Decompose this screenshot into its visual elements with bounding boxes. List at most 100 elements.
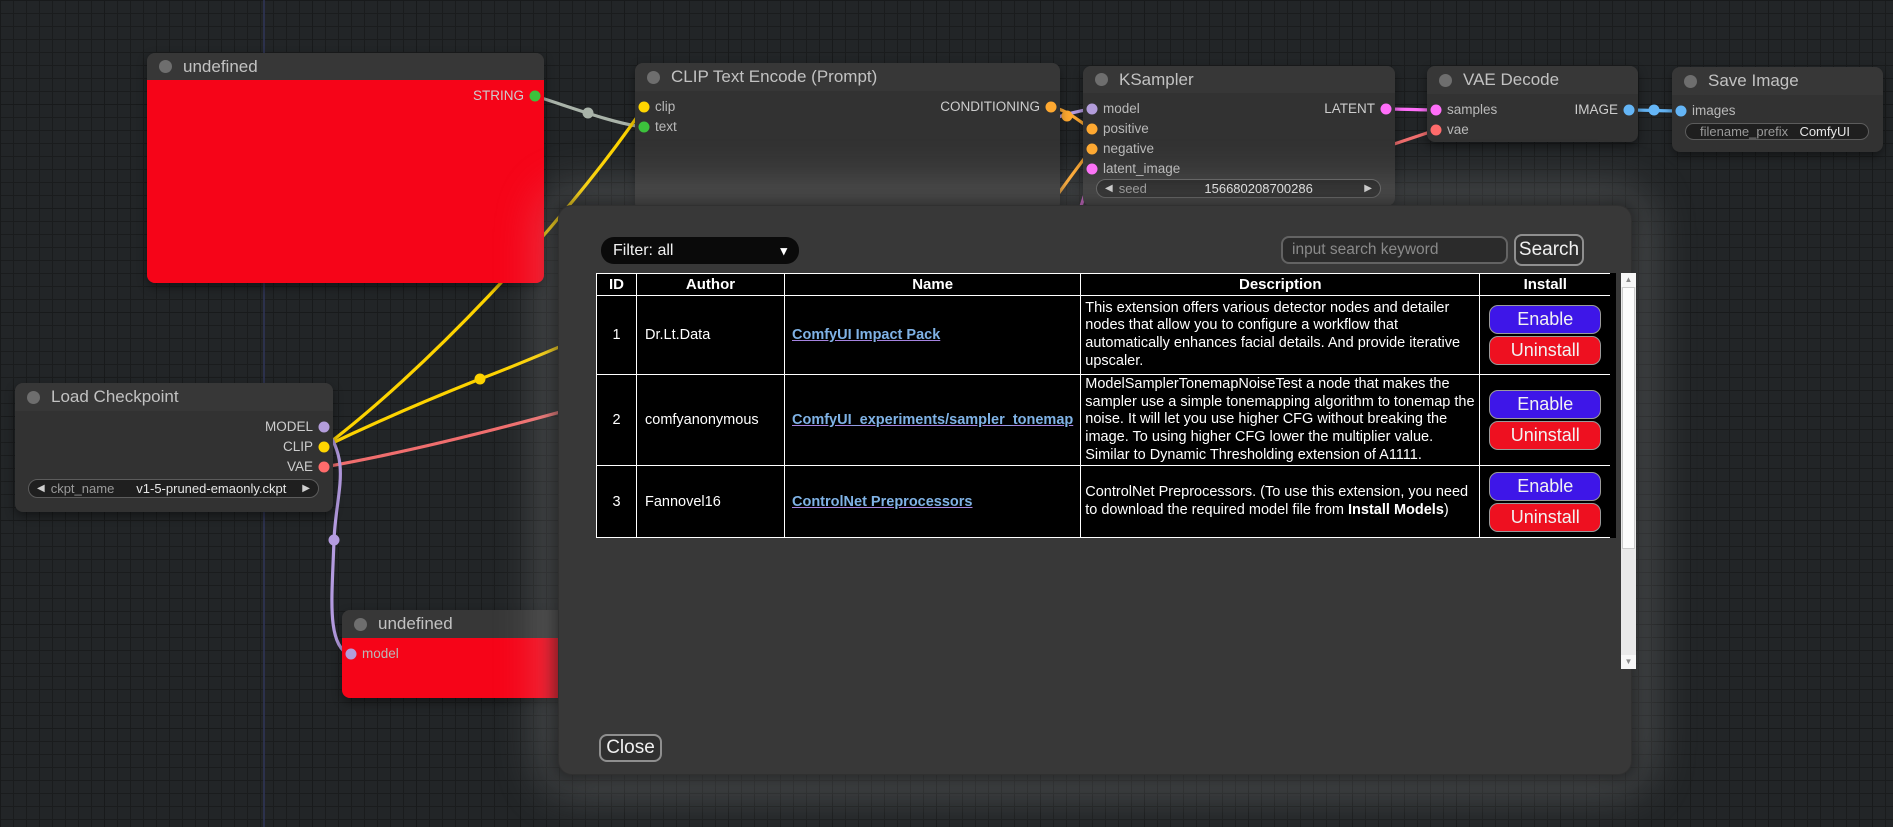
node-titlebar[interactable]: KSampler xyxy=(1083,66,1395,93)
enable-button[interactable]: Enable xyxy=(1489,390,1602,420)
input-slot-icon[interactable] xyxy=(1086,143,1098,155)
input-port-label: vae xyxy=(1447,122,1469,137)
collapse-dot-icon[interactable] xyxy=(354,617,367,631)
widget-filename_prefix[interactable]: filename_prefix ComfyUI xyxy=(1685,123,1869,140)
output-slot-icon[interactable] xyxy=(318,441,330,453)
input-slot-icon[interactable] xyxy=(1086,163,1098,175)
node-titlebar[interactable]: CLIP Text Encode (Prompt) xyxy=(635,63,1060,91)
node-vae-decode[interactable]: VAE Decode samples vae IMAGE xyxy=(1427,66,1638,142)
input-port-label: model xyxy=(1103,101,1140,116)
uninstall-button[interactable]: Uninstall xyxy=(1489,502,1602,532)
input-port-label: negative xyxy=(1103,141,1155,156)
output-slot-icon[interactable] xyxy=(1380,103,1392,115)
node-title: undefined xyxy=(378,614,453,633)
input-slot-icon[interactable] xyxy=(1430,104,1442,116)
uninstall-button[interactable]: Uninstall xyxy=(1489,421,1602,451)
uninstall-button[interactable]: Uninstall xyxy=(1489,336,1602,365)
filter-dropdown[interactable]: Filter: all ▾ xyxy=(601,237,799,264)
collapse-dot-icon[interactable] xyxy=(1684,74,1697,88)
input-port-label: images xyxy=(1692,103,1736,118)
input-slot-icon[interactable] xyxy=(1675,105,1687,117)
widget-next-arrow-icon[interactable]: ▶ xyxy=(1364,182,1372,194)
node-load-checkpoint[interactable]: Load Checkpoint MODEL CLIP VAE ◀ ckpt_name v1-… xyxy=(15,383,333,512)
input-slot-icon[interactable] xyxy=(1086,123,1098,135)
node-ksampler[interactable]: KSampler model positive negative latent_imag… xyxy=(1083,66,1395,206)
filter-dropdown-label: Filter: all xyxy=(613,241,674,259)
search-input[interactable] xyxy=(1281,236,1508,264)
input-port-label: samples xyxy=(1447,102,1498,117)
wire-reroute-dot[interactable] xyxy=(474,373,486,385)
input-port-label: latent_image xyxy=(1103,161,1181,176)
search-button[interactable]: Search xyxy=(1514,234,1584,266)
description-text: ModelSamplerTonemapNoiseTest a node that… xyxy=(1085,376,1475,463)
extension-link[interactable]: ComfyUI_experiments/sampler_tonemap xyxy=(792,412,1074,429)
output-port-label: CONDITIONING xyxy=(940,99,1040,114)
widget-prev-arrow-icon[interactable]: ◀ xyxy=(1105,182,1113,194)
output-port-label: STRING xyxy=(472,88,524,103)
table-scrollbar[interactable]: ▲ ▼ xyxy=(1621,273,1636,669)
widget-prev-arrow-icon[interactable]: ◀ xyxy=(37,482,45,494)
collapse-dot-icon[interactable] xyxy=(27,390,40,404)
input-port-label: positive xyxy=(1103,121,1149,136)
node-error-top[interactable]: undefined STRING xyxy=(147,53,544,283)
input-slot-icon[interactable] xyxy=(638,101,650,113)
extension-link[interactable]: ComfyUI Impact Pack xyxy=(792,327,941,343)
output-port-image[interactable]: IMAGE xyxy=(1427,103,1638,117)
output-port-string[interactable]: STRING xyxy=(147,89,544,103)
node-titlebar[interactable]: undefined xyxy=(147,53,544,80)
description-text: This extension offers various detector n… xyxy=(1085,299,1461,369)
input-slot-icon[interactable] xyxy=(638,121,650,133)
output-slot-icon[interactable] xyxy=(529,90,541,102)
enable-button[interactable]: Enable xyxy=(1489,471,1602,501)
scrollbar-thumb[interactable] xyxy=(1622,287,1635,549)
close-button[interactable]: Close xyxy=(599,734,662,762)
output-port-label: VAE xyxy=(286,459,313,474)
column-header-id: ID xyxy=(596,273,637,296)
output-port-conditioning[interactable]: CONDITIONING xyxy=(635,100,1060,114)
scrollbar-down-arrow-icon[interactable]: ▼ xyxy=(1621,655,1636,669)
wire-reroute-dot[interactable] xyxy=(1648,104,1660,116)
column-header-install: Install xyxy=(1479,273,1614,296)
output-slot-icon[interactable] xyxy=(1623,104,1635,116)
wire-reroute-dot[interactable] xyxy=(582,107,594,119)
extension-table-container: ID Author Name Description Install 1 Dr.Lt.Da… xyxy=(596,273,1636,669)
node-titlebar[interactable]: Load Checkpoint xyxy=(15,383,333,411)
collapse-dot-icon[interactable] xyxy=(1439,73,1452,87)
cell-name: ControlNet Preprocessors xyxy=(783,465,1082,539)
cell-author: Fannovel16 xyxy=(636,465,785,539)
output-slot-icon[interactable] xyxy=(318,461,330,473)
node-titlebar[interactable]: Save Image xyxy=(1672,67,1883,95)
output-slot-icon[interactable] xyxy=(318,421,330,433)
node-save-image[interactable]: Save Image images filename_prefix ComfyUI xyxy=(1672,67,1883,152)
table-row: 2 comfyanonymous ComfyUI_experiments/sampl… xyxy=(596,373,1614,467)
node-error-bottom[interactable]: undefined model xyxy=(342,610,570,698)
wire-reroute-dot[interactable] xyxy=(328,534,340,546)
output-port-latent[interactable]: LATENT xyxy=(1083,102,1395,116)
widget-ckpt_name[interactable]: ◀ ckpt_name v1-5-pruned-emaonly.ckpt ▶ xyxy=(28,479,319,498)
collapse-dot-icon[interactable] xyxy=(647,70,660,84)
column-header-name: Name xyxy=(783,273,1082,296)
cell-install: Enable Uninstall xyxy=(1479,295,1614,375)
output-port-vae[interactable]: VAE xyxy=(15,460,333,474)
collapse-dot-icon[interactable] xyxy=(159,60,172,73)
enable-button[interactable]: Enable xyxy=(1489,305,1602,334)
node-clip-encode[interactable]: CLIP Text Encode (Prompt) clip text CONDITI… xyxy=(635,63,1060,211)
widget-seed[interactable]: ◀ seed 156680208700286 ▶ xyxy=(1096,179,1381,198)
input-slot-icon[interactable] xyxy=(345,648,357,660)
input-slot-icon[interactable] xyxy=(1086,103,1098,115)
cell-description: This extension offers various detector n… xyxy=(1080,295,1481,375)
column-header-author: Author xyxy=(636,273,785,296)
node-title: CLIP Text Encode (Prompt) xyxy=(671,67,878,86)
input-slot-icon[interactable] xyxy=(1430,124,1442,136)
extension-link[interactable]: ControlNet Preprocessors xyxy=(792,493,973,510)
output-port-clip[interactable]: CLIP xyxy=(15,440,333,454)
scrollbar-up-arrow-icon[interactable]: ▲ xyxy=(1621,273,1636,287)
output-slot-icon[interactable] xyxy=(1045,101,1057,113)
node-title: undefined xyxy=(183,56,258,76)
node-titlebar[interactable]: VAE Decode xyxy=(1427,66,1638,94)
output-port-model[interactable]: MODEL xyxy=(15,420,333,434)
node-titlebar[interactable]: undefined xyxy=(342,610,570,638)
widget-next-arrow-icon[interactable]: ▶ xyxy=(302,482,310,494)
wire-reroute-dot[interactable] xyxy=(1061,110,1073,122)
collapse-dot-icon[interactable] xyxy=(1095,73,1108,86)
